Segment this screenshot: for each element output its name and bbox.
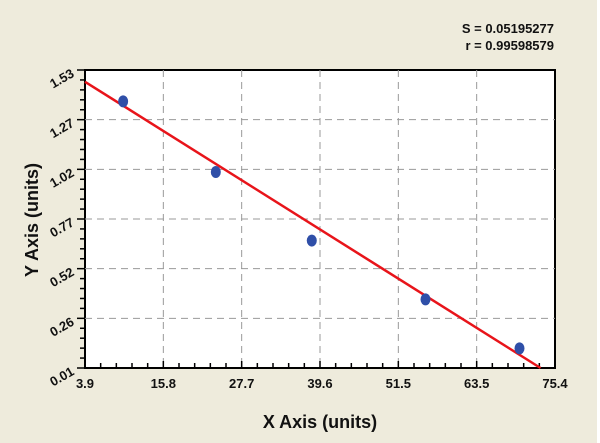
grid-lines [85,70,555,368]
data-point [118,95,129,108]
x-tick-label: 63.5 [464,376,489,391]
y-tick-label: 0.26 [47,314,76,340]
y-tick-label: 0.52 [47,264,76,290]
x-tick-label: 27.7 [229,376,254,391]
data-point [514,342,525,355]
y-tick-label: 0.77 [47,215,76,241]
x-tick-label: 39.6 [307,376,332,391]
axis-ticks [77,69,556,369]
y-tick-label: 1.27 [47,115,76,141]
x-tick-labels: 3.9 15.8 27.7 39.6 51.5 63.5 75.4 [76,376,568,391]
y-tick-label: 0.01 [47,364,76,390]
fit-line [84,80,542,370]
y-axis-title: Y Axis (units) [22,163,42,277]
data-points [118,95,525,355]
x-axis-title: X Axis (units) [263,412,377,432]
y-tick-label: 1.53 [47,66,76,92]
r-value: r = 0.99598579 [465,38,554,53]
y-tick-label: 1.02 [47,165,76,191]
x-tick-label: 75.4 [542,376,568,391]
regression-stats: S = 0.05195277 r = 0.99598579 [462,20,554,54]
data-point [210,165,221,178]
x-tick-label: 3.9 [76,376,94,391]
x-tick-label: 51.5 [386,376,411,391]
x-tick-label: 15.8 [151,376,176,391]
y-tick-labels: 0.01 0.26 0.52 0.77 1.02 1.27 1.53 [47,66,76,390]
data-point [420,293,431,306]
s-value: S = 0.05195277 [461,21,554,36]
data-point [306,234,317,247]
